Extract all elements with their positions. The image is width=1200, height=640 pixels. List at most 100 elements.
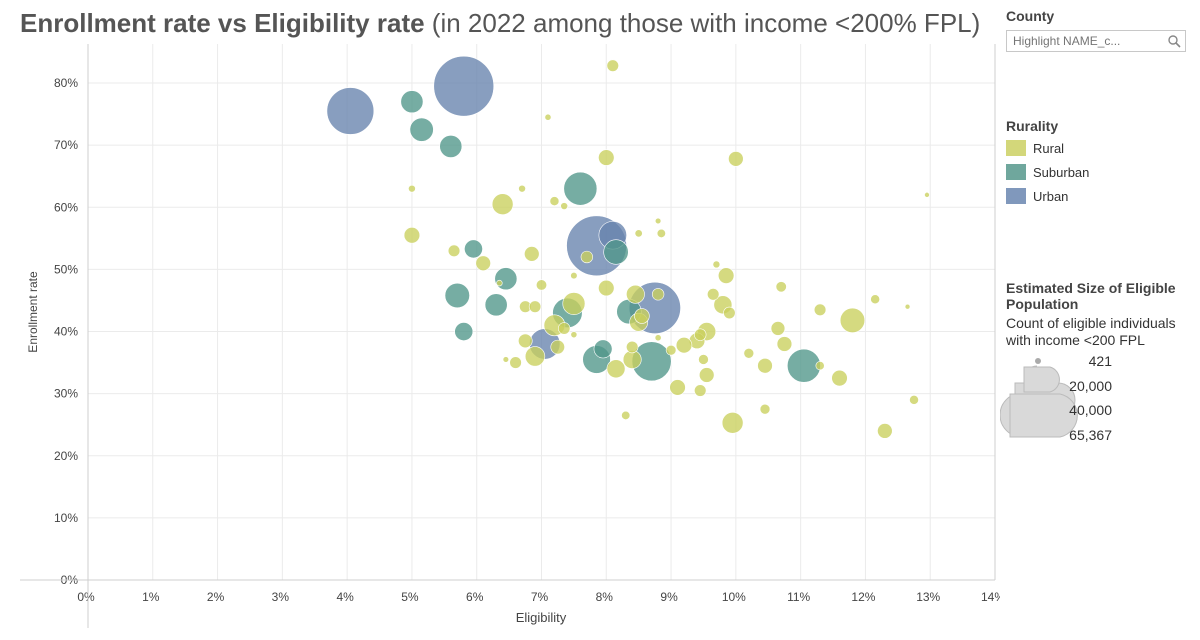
point-rural[interactable] (403, 227, 421, 244)
point-suburban[interactable] (464, 239, 483, 259)
point-rural[interactable] (698, 354, 709, 365)
point-rural[interactable] (775, 281, 787, 293)
data-points (326, 55, 930, 439)
point-rural[interactable] (728, 151, 744, 167)
legend-item-suburban[interactable]: Suburban (1006, 164, 1089, 180)
point-rural[interactable] (717, 267, 735, 284)
size-legend-bubble-421 (1035, 358, 1041, 364)
point-urban[interactable] (326, 87, 375, 135)
point-rural[interactable] (549, 196, 560, 206)
point-rural[interactable] (813, 303, 827, 316)
chart-title: Enrollment rate vs Eligibility rate (in … (20, 8, 980, 39)
point-rural[interactable] (712, 260, 721, 269)
size-legend: 421 20,000 40,000 65,367 (1000, 353, 1113, 443)
legend-item-urban[interactable]: Urban (1006, 188, 1068, 204)
point-rural[interactable] (776, 336, 793, 352)
point-rural[interactable] (518, 184, 526, 193)
point-suburban[interactable] (563, 171, 598, 206)
legend-item-rural[interactable]: Rural (1006, 140, 1064, 156)
x-tick-label: 1% (142, 590, 160, 604)
point-rural[interactable] (524, 346, 546, 367)
point-suburban[interactable] (409, 117, 434, 142)
point-rural[interactable] (550, 339, 565, 355)
point-rural[interactable] (924, 192, 930, 198)
point-rural[interactable] (651, 288, 665, 301)
point-rural[interactable] (475, 255, 491, 271)
point-rural[interactable] (815, 361, 825, 371)
point-rural[interactable] (606, 59, 619, 72)
legend-label-rural: Rural (1033, 140, 1065, 156)
point-rural[interactable] (447, 244, 461, 257)
point-rural[interactable] (558, 322, 571, 335)
point-suburban[interactable] (593, 339, 613, 359)
point-rural[interactable] (491, 193, 514, 215)
point-rural[interactable] (502, 356, 510, 363)
point-rural[interactable] (634, 308, 650, 324)
point-rural[interactable] (580, 250, 594, 264)
county-search-box[interactable] (1006, 30, 1186, 52)
point-rural[interactable] (870, 294, 880, 305)
point-urban[interactable] (433, 55, 495, 117)
size-legend-label-421: 421 (1089, 353, 1113, 369)
point-rural[interactable] (496, 279, 503, 287)
point-rural[interactable] (831, 369, 848, 387)
y-axis-label: Enrollment rate (26, 271, 40, 353)
point-suburban[interactable] (400, 90, 424, 114)
point-rural[interactable] (675, 337, 693, 354)
point-rural[interactable] (509, 356, 522, 369)
point-suburban[interactable] (484, 293, 508, 317)
point-rural[interactable] (570, 272, 578, 280)
size-legend-title: Estimated Size of Eligible Population (1006, 280, 1176, 312)
point-rural[interactable] (707, 288, 720, 301)
point-rural[interactable] (909, 395, 919, 405)
point-suburban[interactable] (439, 134, 463, 158)
point-rural[interactable] (626, 340, 639, 354)
point-suburban[interactable] (603, 239, 629, 265)
county-search-input[interactable] (1011, 33, 1167, 49)
point-suburban[interactable] (444, 282, 470, 309)
point-rural[interactable] (743, 347, 755, 359)
size-legend-description: Count of eligible individuals with incom… (1006, 315, 1176, 348)
point-rural[interactable] (656, 228, 666, 238)
point-rural[interactable] (694, 384, 707, 397)
point-rural[interactable] (694, 328, 707, 341)
point-rural[interactable] (634, 229, 643, 238)
point-rural[interactable] (518, 333, 533, 349)
point-rural[interactable] (408, 184, 416, 193)
point-rural[interactable] (665, 344, 677, 356)
x-tick-label: 6% (466, 590, 484, 604)
y-tick-label: 60% (54, 200, 78, 214)
point-rural[interactable] (544, 113, 552, 121)
point-rural[interactable] (535, 279, 548, 291)
point-rural[interactable] (606, 359, 626, 379)
point-rural[interactable] (562, 292, 586, 316)
point-rural[interactable] (560, 202, 568, 210)
point-rural[interactable] (770, 321, 786, 336)
point-rural[interactable] (598, 149, 615, 166)
point-rural[interactable] (621, 410, 631, 420)
point-suburban[interactable] (454, 322, 474, 341)
point-rural[interactable] (904, 303, 911, 310)
point-rural[interactable] (757, 357, 773, 374)
point-rural[interactable] (598, 279, 615, 297)
point-rural[interactable] (654, 217, 662, 225)
size-legend-label-20000: 20,000 (1069, 378, 1112, 394)
size-legend-bubble-65367-body (1009, 393, 1078, 438)
point-rural[interactable] (528, 300, 542, 313)
point-rural[interactable] (669, 379, 686, 396)
point-rural[interactable] (654, 334, 662, 342)
point-rural[interactable] (698, 367, 715, 383)
point-suburban[interactable] (786, 348, 821, 383)
point-rural[interactable] (721, 412, 744, 434)
point-rural[interactable] (570, 331, 578, 339)
search-icon[interactable] (1167, 34, 1181, 48)
x-tick-label: 8% (596, 590, 614, 604)
point-rural[interactable] (877, 423, 893, 439)
rurality-legend-title: Rurality (1006, 118, 1059, 134)
point-rural[interactable] (626, 284, 645, 304)
point-suburban[interactable] (494, 267, 518, 291)
point-rural[interactable] (839, 307, 866, 333)
point-rural[interactable] (723, 306, 736, 320)
point-rural[interactable] (524, 246, 540, 262)
point-rural[interactable] (759, 403, 771, 415)
